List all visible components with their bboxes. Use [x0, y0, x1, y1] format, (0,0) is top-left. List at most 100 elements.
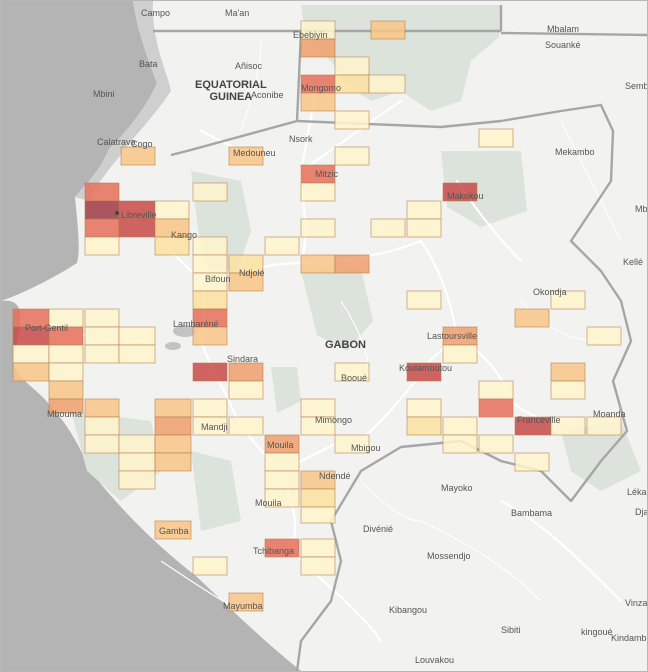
heat-cell[interactable] — [154, 520, 192, 540]
heat-cell[interactable] — [192, 416, 228, 436]
heat-cell[interactable] — [300, 182, 336, 202]
heat-cell[interactable] — [154, 416, 192, 436]
heat-cell[interactable] — [228, 362, 264, 382]
heat-cell[interactable] — [442, 416, 478, 436]
heat-cell[interactable] — [442, 182, 478, 202]
heat-cell[interactable] — [406, 416, 442, 436]
heat-cell[interactable] — [118, 470, 156, 490]
heat-cell[interactable] — [300, 218, 336, 238]
heat-cell[interactable] — [118, 326, 156, 346]
heat-cell[interactable] — [84, 218, 120, 238]
park-area — [271, 367, 301, 413]
heat-cell[interactable] — [300, 538, 336, 558]
heat-cell[interactable] — [12, 344, 50, 364]
heat-cell[interactable] — [264, 452, 300, 472]
heat-cell[interactable] — [192, 290, 228, 310]
heat-cell[interactable] — [368, 74, 406, 94]
heat-cell[interactable] — [192, 182, 228, 202]
heat-cell[interactable] — [192, 236, 228, 256]
heat-cell[interactable] — [154, 434, 192, 454]
heat-cell[interactable] — [192, 326, 228, 346]
heat-cell[interactable] — [406, 290, 442, 310]
heat-cell[interactable] — [118, 344, 156, 364]
heat-cell[interactable] — [228, 592, 264, 612]
heat-cell[interactable] — [478, 398, 514, 418]
heat-cell[interactable] — [334, 362, 370, 382]
heat-cell[interactable] — [406, 362, 442, 382]
heat-cell[interactable] — [300, 488, 336, 508]
heat-cell[interactable] — [84, 200, 120, 220]
heat-cell[interactable] — [192, 398, 228, 418]
heat-cell[interactable] — [118, 452, 156, 472]
heat-cell[interactable] — [334, 434, 370, 454]
heat-cell[interactable] — [228, 380, 264, 400]
heat-cell[interactable] — [192, 556, 228, 576]
heat-cell[interactable] — [84, 344, 120, 364]
country-label: EQUATORIAL GUINEA — [195, 79, 267, 103]
heat-cell[interactable] — [118, 218, 156, 238]
heat-cell[interactable] — [154, 398, 192, 418]
heat-cell[interactable] — [48, 398, 84, 414]
heat-cell[interactable] — [550, 380, 586, 400]
heat-cell[interactable] — [550, 362, 586, 382]
heat-cell[interactable] — [550, 416, 586, 436]
heat-cell[interactable] — [478, 380, 514, 400]
heat-cell[interactable] — [84, 236, 120, 256]
heat-cell[interactable] — [84, 182, 120, 202]
heat-cell[interactable] — [300, 506, 336, 524]
heat-cell[interactable] — [84, 308, 120, 328]
heat-cell[interactable] — [192, 254, 228, 274]
heat-cell[interactable] — [586, 416, 622, 436]
coastal-shallows — [75, 1, 171, 201]
heat-cell[interactable] — [334, 110, 370, 130]
heat-cell[interactable] — [478, 434, 514, 454]
heat-cell[interactable] — [264, 470, 300, 490]
heat-cell[interactable] — [264, 538, 300, 558]
heat-cell[interactable] — [84, 398, 120, 418]
heat-cell[interactable] — [154, 200, 190, 220]
place-label: Ma'an — [225, 8, 250, 18]
heat-cell[interactable] — [514, 308, 550, 328]
heat-cell[interactable] — [228, 272, 264, 292]
heat-cell[interactable] — [192, 362, 228, 382]
heat-cell[interactable] — [478, 128, 514, 148]
heat-cell[interactable] — [264, 236, 300, 256]
heat-cell[interactable] — [370, 20, 406, 40]
heat-cell[interactable] — [154, 236, 190, 256]
heat-cell[interactable] — [406, 218, 442, 238]
heat-cell[interactable] — [406, 398, 442, 418]
heat-cell[interactable] — [300, 416, 336, 436]
heat-cell[interactable] — [118, 434, 156, 454]
heat-cell[interactable] — [550, 290, 586, 310]
heat-cell[interactable] — [586, 326, 622, 346]
place-label: Mouila — [255, 498, 282, 508]
heat-cell[interactable] — [334, 56, 370, 76]
place-label: Mossendjo — [427, 551, 471, 561]
place-label: Mekambo — [555, 147, 595, 157]
heat-cell[interactable] — [442, 434, 478, 454]
heat-cell[interactable] — [264, 488, 300, 508]
heat-cell[interactable] — [84, 434, 120, 454]
heat-cell[interactable] — [300, 556, 336, 576]
heat-cell[interactable] — [48, 362, 84, 382]
heat-cell[interactable] — [334, 146, 370, 166]
capital-marker — [115, 211, 119, 215]
heat-cell[interactable] — [514, 452, 550, 472]
heat-cell[interactable] — [84, 416, 120, 436]
heat-cell[interactable] — [48, 344, 84, 364]
heat-cell[interactable] — [48, 380, 84, 400]
heat-cell[interactable] — [228, 146, 264, 166]
heat-cell[interactable] — [300, 38, 336, 58]
heat-cell[interactable] — [154, 452, 192, 472]
heat-cell[interactable] — [442, 344, 478, 364]
heat-cell[interactable] — [12, 362, 50, 382]
heat-cell[interactable] — [84, 326, 120, 346]
heat-cell[interactable] — [300, 92, 336, 112]
heat-cell[interactable] — [334, 254, 370, 274]
heat-cell[interactable] — [406, 200, 442, 220]
heat-cell[interactable] — [120, 146, 156, 166]
heat-cell[interactable] — [370, 218, 406, 238]
heat-cell[interactable] — [300, 254, 336, 274]
heat-cell[interactable] — [228, 416, 264, 436]
